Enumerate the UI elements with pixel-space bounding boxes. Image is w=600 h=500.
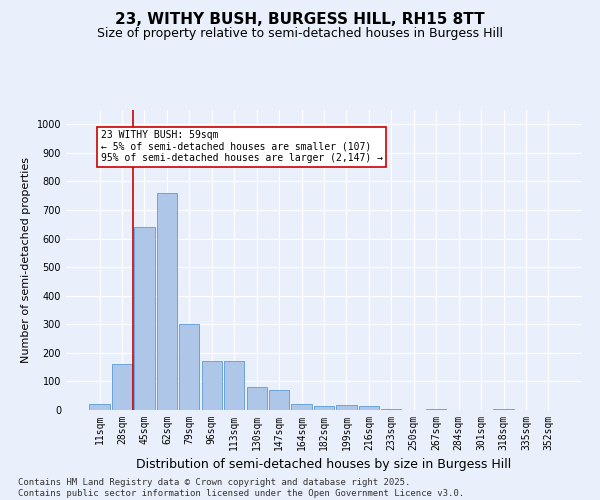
Bar bbox=[134, 227, 155, 410]
Bar bbox=[247, 387, 267, 410]
Bar bbox=[157, 193, 177, 410]
Bar bbox=[202, 362, 222, 410]
Bar bbox=[179, 324, 199, 410]
Bar bbox=[112, 364, 132, 410]
Text: Contains HM Land Registry data © Crown copyright and database right 2025.
Contai: Contains HM Land Registry data © Crown c… bbox=[18, 478, 464, 498]
Bar bbox=[89, 404, 110, 410]
Text: 23, WITHY BUSH, BURGESS HILL, RH15 8TT: 23, WITHY BUSH, BURGESS HILL, RH15 8TT bbox=[115, 12, 485, 28]
Y-axis label: Number of semi-detached properties: Number of semi-detached properties bbox=[21, 157, 31, 363]
Bar bbox=[337, 405, 356, 410]
Bar bbox=[269, 390, 289, 410]
Bar bbox=[224, 362, 244, 410]
Text: 23 WITHY BUSH: 59sqm
← 5% of semi-detached houses are smaller (107)
95% of semi-: 23 WITHY BUSH: 59sqm ← 5% of semi-detach… bbox=[101, 130, 383, 163]
X-axis label: Distribution of semi-detached houses by size in Burgess Hill: Distribution of semi-detached houses by … bbox=[136, 458, 512, 471]
Bar bbox=[314, 406, 334, 410]
Bar bbox=[292, 404, 311, 410]
Bar bbox=[359, 406, 379, 410]
Text: Size of property relative to semi-detached houses in Burgess Hill: Size of property relative to semi-detach… bbox=[97, 28, 503, 40]
